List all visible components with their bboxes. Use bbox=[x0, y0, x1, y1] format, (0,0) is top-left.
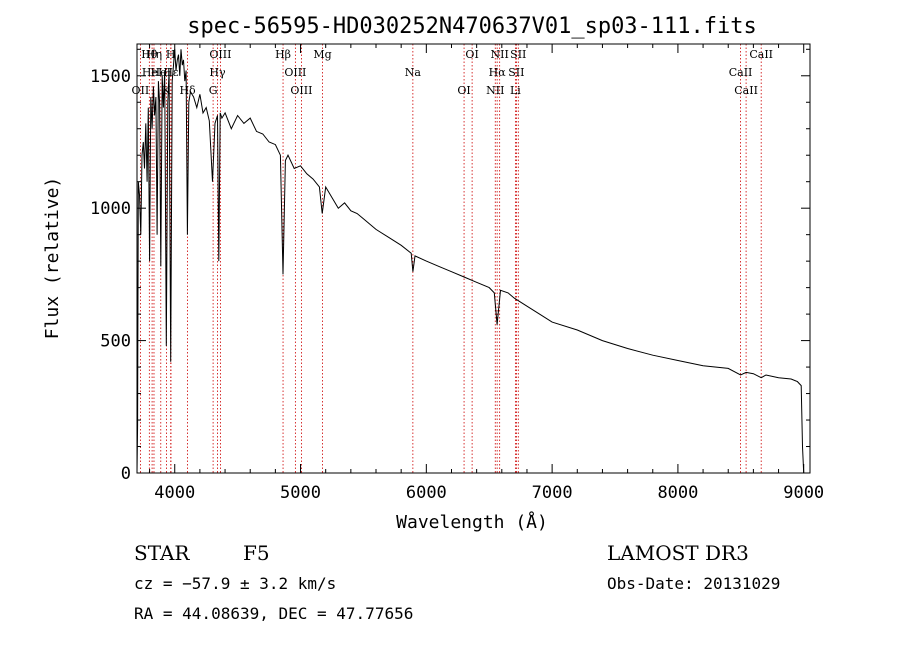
spectral-line-label: HeI bbox=[151, 66, 171, 79]
spectral-line-label: CaII bbox=[749, 48, 773, 61]
object-subclass: F5 bbox=[243, 541, 270, 565]
chart-title: spec-56595-HD030252N470637V01_sp03-111.f… bbox=[187, 14, 757, 39]
coordinates: RA = 44.08639, DEC = 47.77656 bbox=[134, 604, 413, 623]
y-tick-label: 1500 bbox=[90, 67, 131, 87]
spectral-line-label: HeI bbox=[142, 66, 162, 79]
x-tick-label: 6000 bbox=[406, 483, 447, 503]
spectral-line-label: NII bbox=[491, 48, 509, 61]
spectral-line-label: K bbox=[162, 84, 171, 97]
spectral-line-label: NII bbox=[486, 84, 504, 97]
x-axis-label: Wavelength (Å) bbox=[396, 511, 548, 533]
plot-frame bbox=[136, 43, 811, 474]
spectral-line-label: SII bbox=[508, 66, 524, 79]
y-axis-ticks: 0 500 1000 1500 bbox=[90, 48, 810, 484]
x-axis-ticks: 4000 5000 6000 7000 8000 9000 bbox=[149, 44, 824, 503]
y-tick-label: 1000 bbox=[90, 199, 131, 219]
spectral-line-label: OIII bbox=[290, 84, 312, 97]
spectral-line-label: Hδ bbox=[179, 84, 196, 97]
spectral-line-label: SII bbox=[510, 48, 526, 61]
x-tick-label: 7000 bbox=[532, 483, 573, 503]
spectral-line-label: Li bbox=[510, 84, 521, 97]
spectral-line-label: Hε bbox=[163, 66, 179, 79]
spectral-line-label: Hα bbox=[489, 66, 507, 79]
object-class: STAR bbox=[134, 541, 190, 565]
x-tick-label: 5000 bbox=[280, 483, 321, 503]
y-tick-label: 0 bbox=[121, 464, 131, 484]
y-tick-label: 500 bbox=[100, 332, 131, 352]
spectral-line-label: Hη bbox=[146, 48, 162, 61]
spectral-line-label: G bbox=[209, 84, 218, 97]
spectral-line-label: OIII bbox=[284, 66, 306, 79]
spectral-line-label: OI bbox=[465, 48, 478, 61]
x-tick-label: 4000 bbox=[154, 483, 195, 503]
spectral-line-label: CaII bbox=[729, 66, 753, 79]
spectral-line-label: Mg bbox=[313, 48, 331, 61]
spectral-line-markers bbox=[139, 44, 762, 473]
spectral-line-labels: HθHeIOIIHηHeIKHHεHδOIIIHγGHβOIIIOIIIMgNa… bbox=[132, 48, 773, 97]
spectral-line-label: OIII bbox=[209, 48, 231, 61]
flux-series-line bbox=[136, 49, 805, 474]
spectral-line-label: Hβ bbox=[275, 48, 291, 61]
redshift-cz: cz = −57.9 ± 3.2 km/s bbox=[134, 574, 336, 593]
x-tick-label: 8000 bbox=[657, 483, 698, 503]
spectral-line-label: Hγ bbox=[209, 66, 226, 79]
spectral-line-label: Hθ bbox=[141, 48, 158, 61]
spectral-line-label: OII bbox=[132, 84, 150, 97]
y-axis-label: Flux (relative) bbox=[42, 177, 63, 340]
spectral-line-label: H bbox=[166, 48, 176, 61]
x-tick-label: 9000 bbox=[783, 483, 824, 503]
obs-date: Obs-Date: 20131029 bbox=[607, 574, 780, 593]
spectral-line-label: Na bbox=[405, 66, 422, 79]
spectral-line-label: CaII bbox=[734, 84, 758, 97]
survey-name: LAMOST DR3 bbox=[607, 541, 749, 565]
spectral-line-label: OI bbox=[457, 84, 470, 97]
